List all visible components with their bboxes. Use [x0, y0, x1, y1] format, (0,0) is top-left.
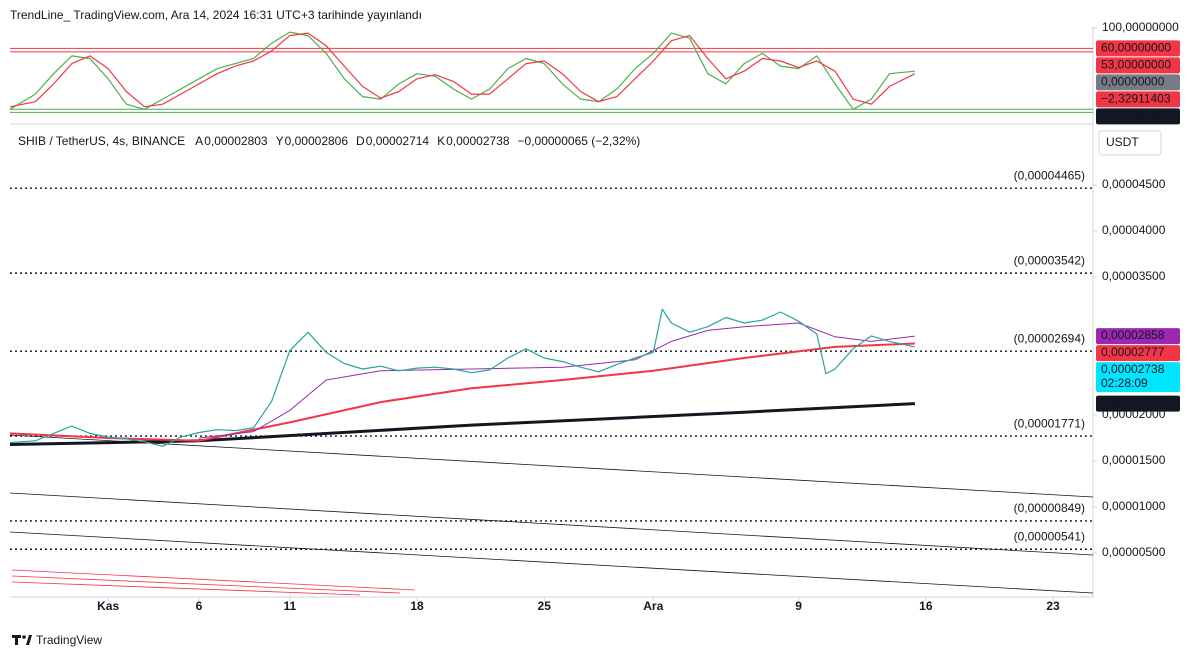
- y-tick-label: 0,00004500: [1102, 177, 1166, 191]
- y-tick-label: 0,00001500: [1102, 453, 1166, 467]
- ohlc-key: A: [195, 134, 203, 148]
- symbol-line: SHIB / TetherUS, 4s, BINANCE A 0,00002803…: [18, 134, 640, 148]
- x-tick-label: Ara: [643, 599, 663, 613]
- price-badge: [1096, 328, 1180, 345]
- x-tick-label: Kas: [97, 599, 119, 613]
- x-tick-label: 25: [538, 599, 552, 613]
- y-tick-label: 0,00000500: [1102, 545, 1166, 559]
- drawing: [11, 581, 361, 596]
- ohlc-key: Y: [276, 134, 284, 148]
- series-line: [9, 531, 1094, 594]
- price-badge-label: 0,00002738: [1101, 362, 1165, 376]
- series-line: [198, 322, 915, 439]
- currency-button[interactable]: [1098, 130, 1162, 156]
- price-badge: [1096, 395, 1180, 412]
- series-line: [9, 31, 915, 110]
- drawing: [11, 575, 401, 594]
- price-badge: [1096, 108, 1180, 125]
- ohlc-value: 0,00002806: [285, 134, 349, 148]
- price-badge-label: 0,00002777: [1101, 345, 1165, 359]
- price-badge-label: 60,00000000: [1101, 40, 1171, 54]
- ohlc-value: 0,00002714: [366, 134, 430, 148]
- countdown: 02:28:09: [1101, 376, 1148, 390]
- level-label: (0,00002694): [1014, 331, 1085, 345]
- price-badge: [1096, 74, 1180, 91]
- price-badge: [1096, 91, 1180, 108]
- price-badge: [1096, 362, 1180, 393]
- price-badge: [1096, 57, 1180, 74]
- series-line: [9, 492, 1094, 556]
- symbol: SHIB / TetherUS, 4s, BINANCE: [18, 134, 185, 148]
- price-badge-label: 0,00000000: [1101, 74, 1165, 88]
- published-note: TrendLine_ TradingView.com, Ara 14, 2024…: [10, 8, 422, 22]
- ohlc-value: 0,00002738: [446, 134, 510, 148]
- y-tick-label: 0,00001000: [1102, 499, 1166, 513]
- series-line: [9, 434, 1094, 498]
- price-badge: [1096, 40, 1180, 57]
- ohlc-value: 0,00002803: [204, 134, 268, 148]
- x-tick-label: 9: [795, 599, 802, 613]
- drawing: [11, 569, 416, 591]
- series-line: [9, 308, 916, 447]
- price-badge-label: −2,32911403: [1101, 91, 1171, 105]
- price-badge-label: 53,00000000: [1101, 57, 1171, 71]
- series-line: [9, 342, 915, 442]
- x-tick-label: 18: [410, 599, 424, 613]
- y-tick-label: 0,00003500: [1102, 269, 1166, 283]
- x-tick-label: 23: [1046, 599, 1060, 613]
- brand: TradingView: [36, 633, 102, 647]
- price-badge-label: −2,32911403: [1101, 108, 1171, 122]
- currency[interactable]: USDT: [1106, 135, 1139, 149]
- change: −0,00000065 (−2,32%): [518, 134, 641, 148]
- ohlc-key: D: [356, 134, 365, 148]
- y-tick-label: 100,00000000: [1102, 20, 1179, 34]
- price-badge-label: 0,00002124: [1101, 396, 1165, 410]
- series-line: [9, 32, 916, 108]
- level-label: (0,00000541): [1014, 529, 1085, 543]
- level-label: (0,00004465): [1014, 168, 1085, 182]
- x-tick-label: 16: [919, 599, 933, 613]
- level-label: (0,00003542): [1014, 253, 1085, 267]
- series-line: [9, 402, 915, 446]
- level-label: (0,00000849): [1014, 501, 1085, 515]
- ohlc-key: K: [437, 134, 445, 148]
- price-badge-label: 0,00002858: [1101, 328, 1165, 342]
- y-tick-label: 0,00004000: [1102, 223, 1166, 237]
- brand-logo: [12, 635, 32, 645]
- price-badge: [1096, 345, 1180, 362]
- level-label: (0,00001771): [1014, 416, 1085, 430]
- x-tick-label: 6: [196, 599, 203, 613]
- x-tick-label: 11: [283, 599, 296, 613]
